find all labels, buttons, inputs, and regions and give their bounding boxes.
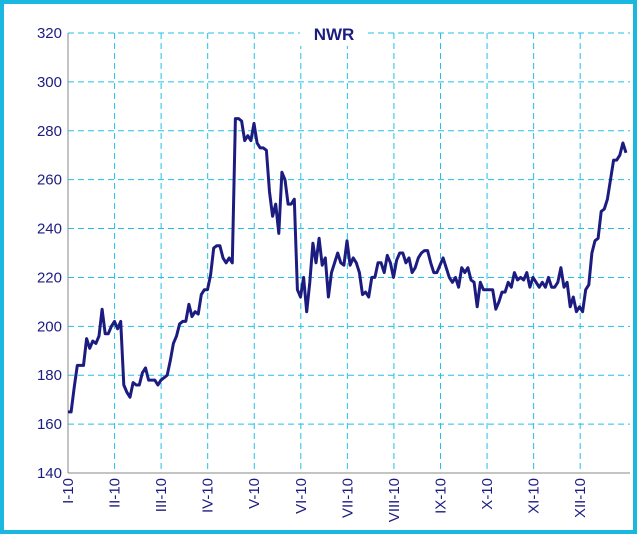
x-tick-label: II-10	[107, 478, 124, 508]
y-tick-label: 180	[37, 367, 62, 384]
x-tick-label: IV-10	[200, 478, 217, 513]
x-tick-label: X-10	[479, 478, 496, 510]
x-tick-label: V-10	[246, 478, 263, 509]
y-tick-label: 220	[37, 269, 62, 286]
y-tick-label: 300	[37, 74, 62, 91]
title-bg	[300, 22, 368, 46]
chart-title: NWR	[314, 25, 355, 44]
y-tick-label: 260	[37, 172, 62, 189]
x-tick-label: VIII-10	[386, 478, 403, 522]
y-tick-label: 320	[37, 25, 62, 42]
y-tick-label: 160	[37, 416, 62, 433]
x-tick-label: XI-10	[526, 478, 543, 514]
y-tick-label: 240	[37, 221, 62, 238]
x-tick-label: XII-10	[572, 478, 589, 518]
x-tick-label: VI-10	[293, 478, 310, 514]
price-line	[68, 117, 628, 414]
y-tick-label: 200	[37, 318, 62, 335]
x-tick-label: IX-10	[432, 478, 449, 514]
x-tick-label: III-10	[153, 478, 170, 512]
y-tick-label: 140	[37, 465, 62, 482]
x-tick-label: I-10	[60, 478, 77, 504]
x-tick-label: VII-10	[339, 478, 356, 518]
y-tick-label: 280	[37, 123, 62, 140]
